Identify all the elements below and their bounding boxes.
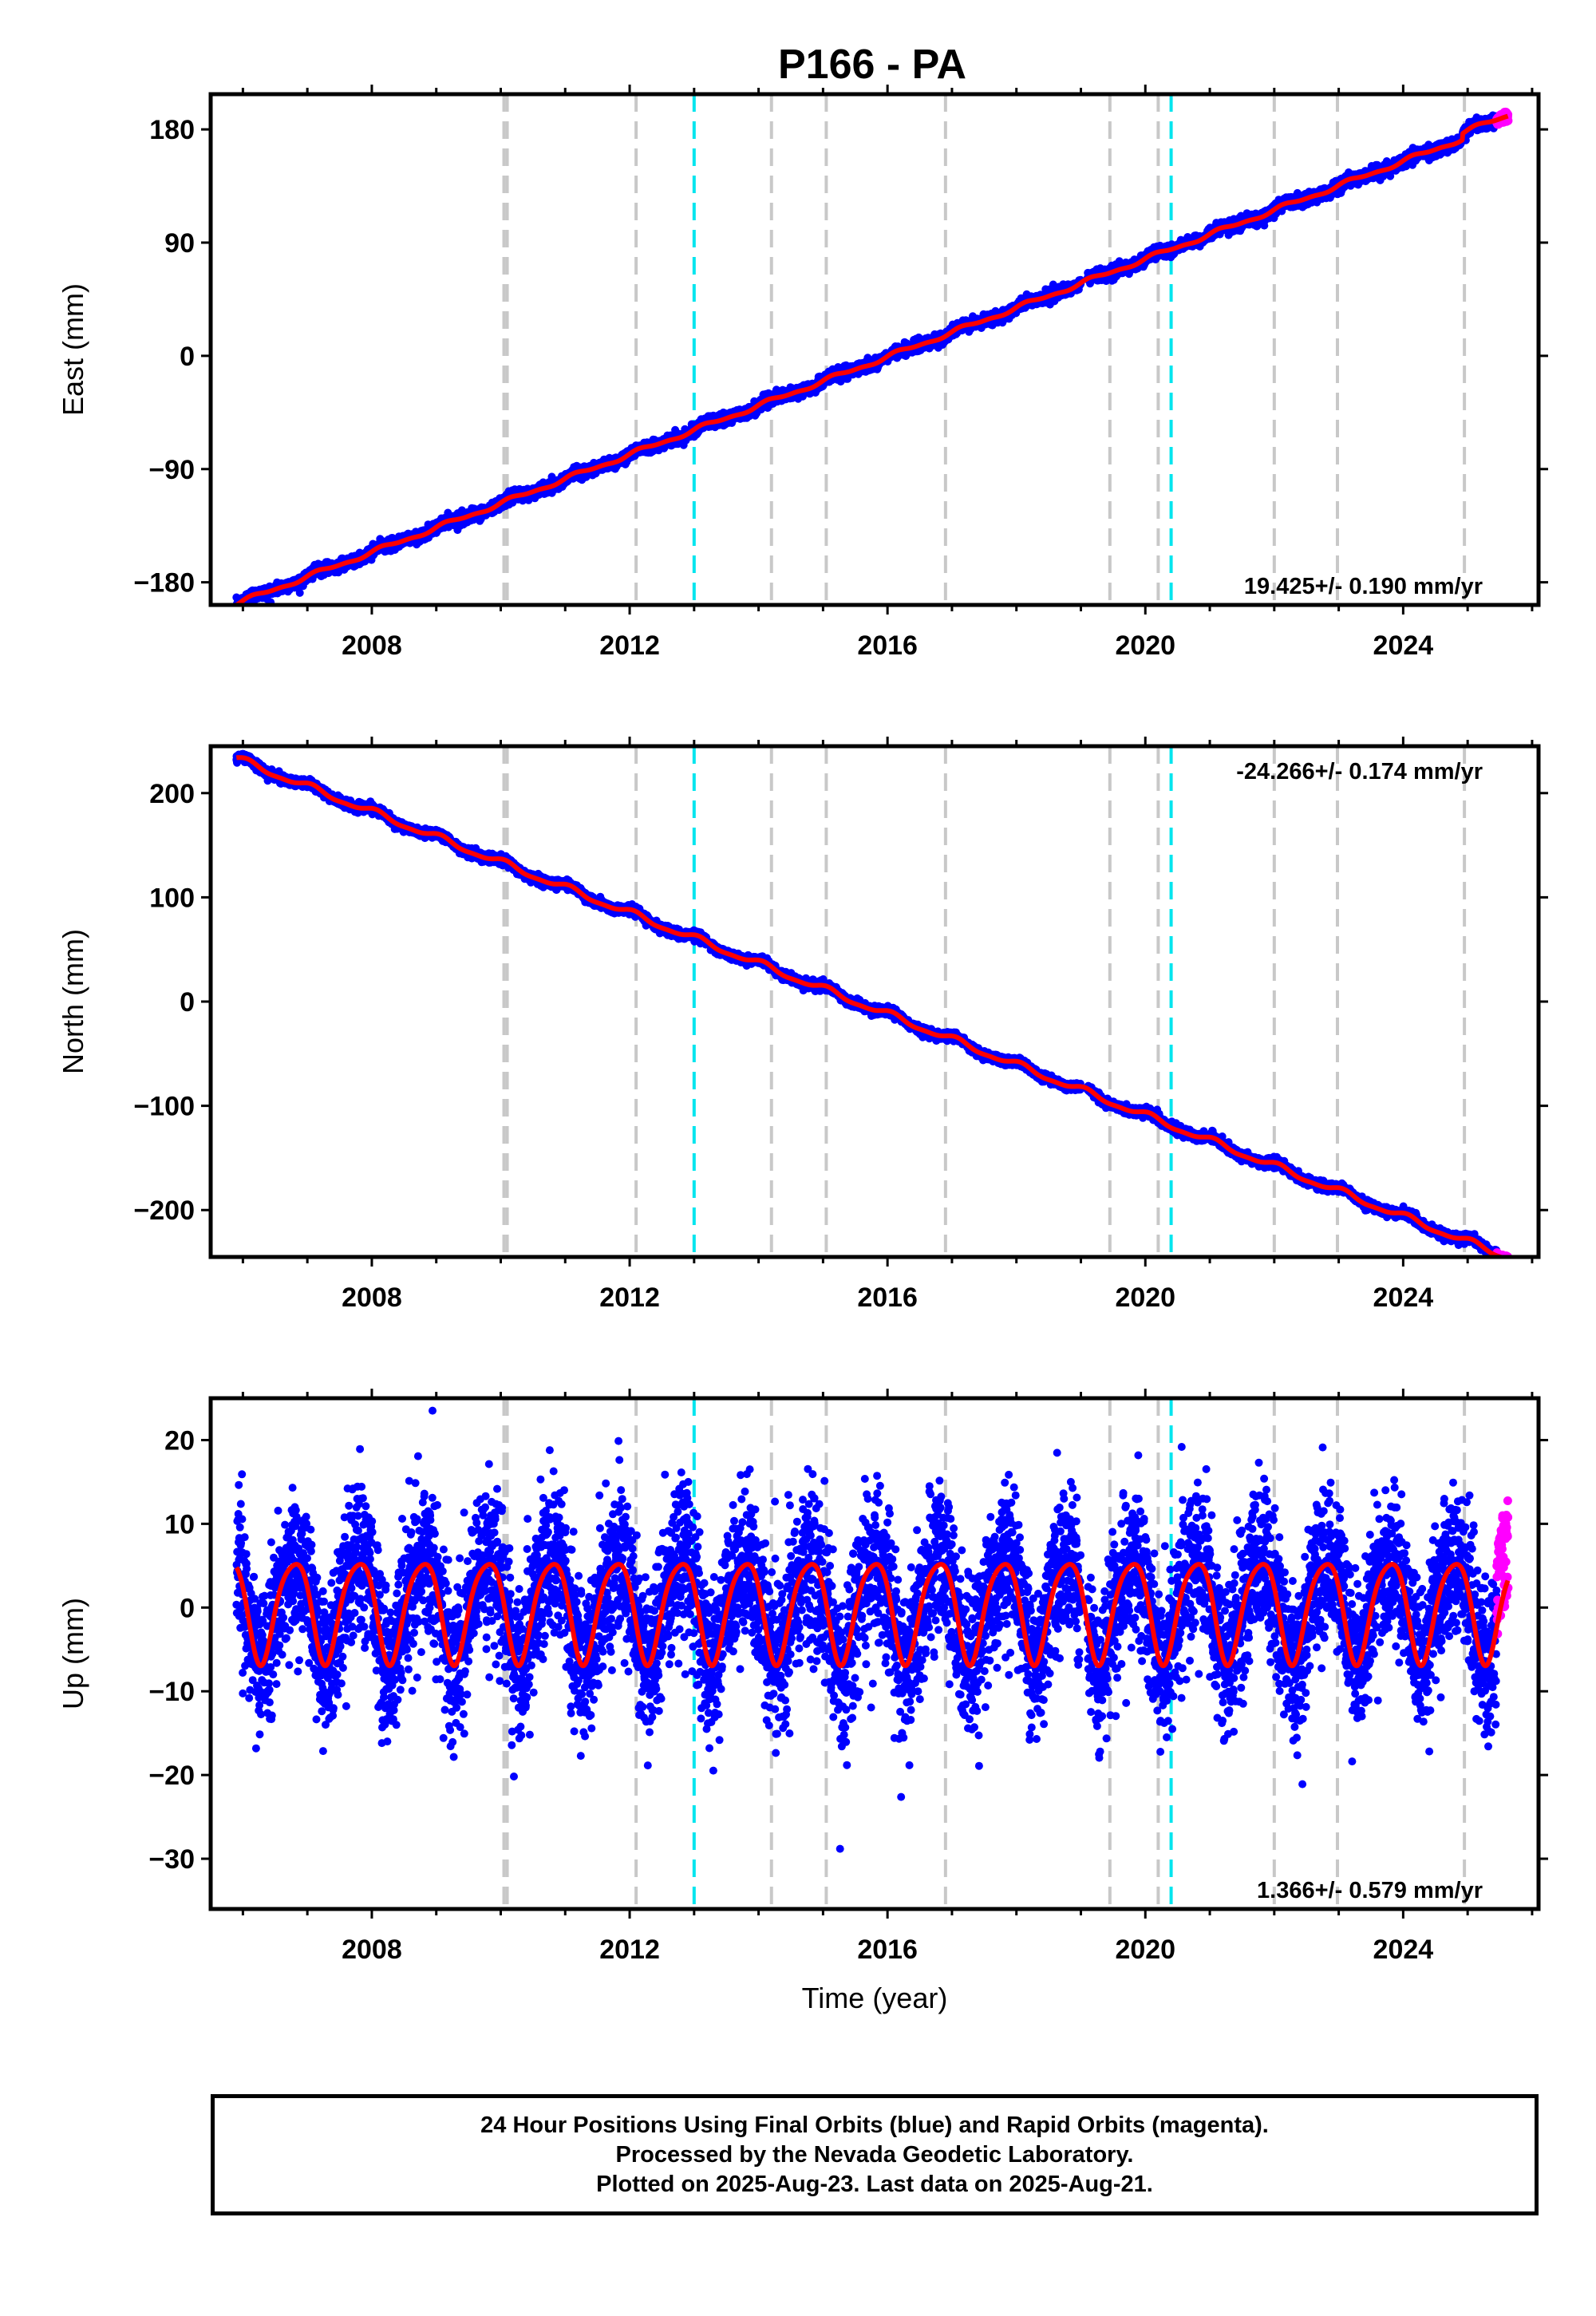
plot-area xyxy=(232,94,1513,605)
data-point xyxy=(295,588,304,597)
figure-title: P166 - PA xyxy=(778,41,966,88)
